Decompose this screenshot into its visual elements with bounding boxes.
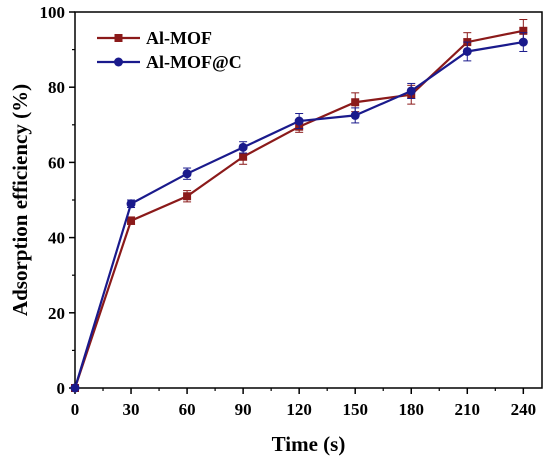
- data-point: [519, 26, 528, 35]
- data-point: [127, 216, 136, 225]
- data-point: [294, 116, 304, 126]
- x-tick-label: 150: [342, 400, 368, 419]
- x-axis-title: Time (s): [272, 432, 346, 456]
- y-tick-label: 60: [48, 153, 65, 172]
- data-point: [462, 46, 472, 56]
- data-point: [70, 383, 80, 393]
- x-tick-label: 120: [286, 400, 312, 419]
- x-tick-label: 60: [179, 400, 196, 419]
- series-2: [70, 32, 528, 393]
- data-point: [182, 169, 192, 179]
- y-tick-label: 80: [48, 78, 65, 97]
- y-tick-label: 100: [40, 3, 66, 22]
- x-tick-label: 30: [123, 400, 140, 419]
- data-point: [183, 192, 192, 201]
- x-tick-label: 240: [511, 400, 537, 419]
- axis-ticks: 0 30 60 90 120 150 180 210 240 0 20 40 60 80 100: [40, 3, 537, 419]
- y-tick-label: 0: [57, 379, 66, 398]
- x-tick-label: 180: [398, 400, 424, 419]
- data-point: [239, 152, 248, 161]
- data-point: [126, 199, 136, 209]
- legend-label: Al-MOF: [146, 28, 212, 48]
- series-layer: [70, 19, 528, 393]
- y-tick-label: 20: [48, 304, 65, 323]
- legend-marker: [114, 34, 123, 42]
- data-point: [238, 142, 248, 152]
- y-tick-label: 40: [48, 229, 65, 248]
- data-point: [406, 86, 416, 96]
- series-line: [73, 29, 524, 389]
- data-point: [350, 110, 360, 120]
- legend-marker: [114, 57, 123, 67]
- legend-label: Al-MOF@C: [146, 52, 242, 72]
- x-tick-label: 210: [455, 400, 481, 419]
- data-point: [518, 37, 528, 47]
- x-tick-label: 90: [235, 400, 252, 419]
- series-1: [71, 19, 528, 392]
- data-point: [351, 98, 360, 107]
- y-axis-title: Adsorption efficiency (%): [8, 84, 32, 316]
- x-tick-label: 0: [71, 400, 80, 419]
- legend: Al-MOF Al-MOF@C: [97, 28, 242, 72]
